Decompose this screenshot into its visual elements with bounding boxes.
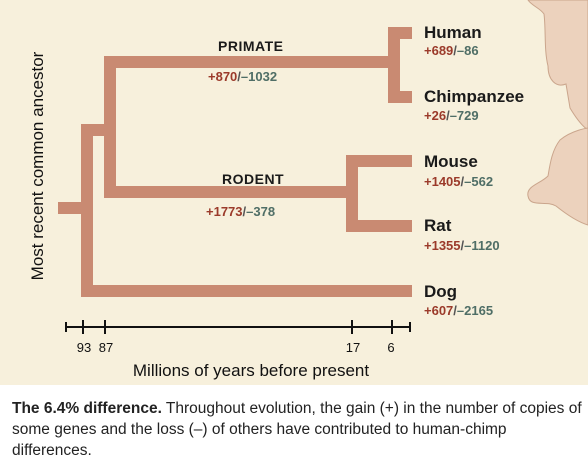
mouse-separator: /	[461, 174, 465, 189]
phylogeny-diagram: PRIMATE +870/–1032 RODENT +1773/–378 Hum…	[28, 0, 588, 380]
primate-loss: –1032	[241, 69, 277, 84]
mouse-counts: +1405/–562	[424, 174, 493, 189]
primate-gain: +870	[208, 69, 237, 84]
primate-counts: +870/–1032	[208, 69, 277, 84]
rat-loss: –1120	[464, 238, 499, 253]
taxon-mouse: Mouse	[424, 152, 478, 171]
phylogenetic-tree	[58, 27, 412, 297]
human-counts: +689/–86	[424, 43, 479, 58]
tick-label-87: 87	[99, 340, 113, 355]
time-axis: 93 87 17 6 Millions of years before pres…	[65, 320, 411, 380]
chimpanzee-loss: –729	[450, 108, 479, 123]
tick-label-6: 6	[387, 340, 394, 355]
rat-gain: +1355	[424, 238, 461, 253]
caption-text: Throughout evolution, the gain (+) in th…	[12, 400, 582, 459]
rodent-loss: –378	[246, 204, 275, 219]
figure-panel: PRIMATE +870/–1032 RODENT +1773/–378 Hum…	[0, 0, 588, 385]
human-gain: +689	[424, 43, 453, 58]
tick-label-93: 93	[77, 340, 91, 355]
dog-loss: –2165	[457, 303, 493, 318]
x-axis-title: Millions of years before present	[133, 361, 370, 380]
taxon-rat: Rat	[424, 216, 452, 235]
human-separator: /	[453, 43, 457, 58]
rat-counts: +1355/–1120	[424, 238, 500, 253]
taxon-chimpanzee: Chimpanzee	[424, 87, 524, 106]
primate-silhouette-illustration	[527, 0, 588, 226]
figure-caption: The 6.4% difference. Throughout evolutio…	[12, 398, 582, 461]
caption-title: The 6.4% difference.	[12, 400, 162, 417]
taxon-dog: Dog	[424, 282, 457, 301]
tick-label-17: 17	[346, 340, 360, 355]
rat-separator: /	[461, 238, 465, 253]
rodent-gain: +1773	[206, 204, 243, 219]
rodent-separator: /	[243, 204, 247, 219]
chimpanzee-separator: /	[446, 108, 450, 123]
dog-separator: /	[453, 303, 457, 318]
rodent-counts: +1773/–378	[206, 204, 275, 219]
taxon-human: Human	[424, 23, 482, 42]
mouse-gain: +1405	[424, 174, 461, 189]
human-loss: –86	[457, 43, 479, 58]
chimpanzee-gain: +26	[424, 108, 446, 123]
primate-separator: /	[237, 69, 241, 84]
dog-gain: +607	[424, 303, 453, 318]
dog-counts: +607/–2165	[424, 303, 493, 318]
primate-label: PRIMATE	[218, 38, 283, 54]
mouse-loss: –562	[464, 174, 493, 189]
rodent-label: RODENT	[222, 171, 284, 187]
y-axis-title: Most recent common ancestor	[28, 51, 47, 280]
chimpanzee-counts: +26/–729	[424, 108, 479, 123]
